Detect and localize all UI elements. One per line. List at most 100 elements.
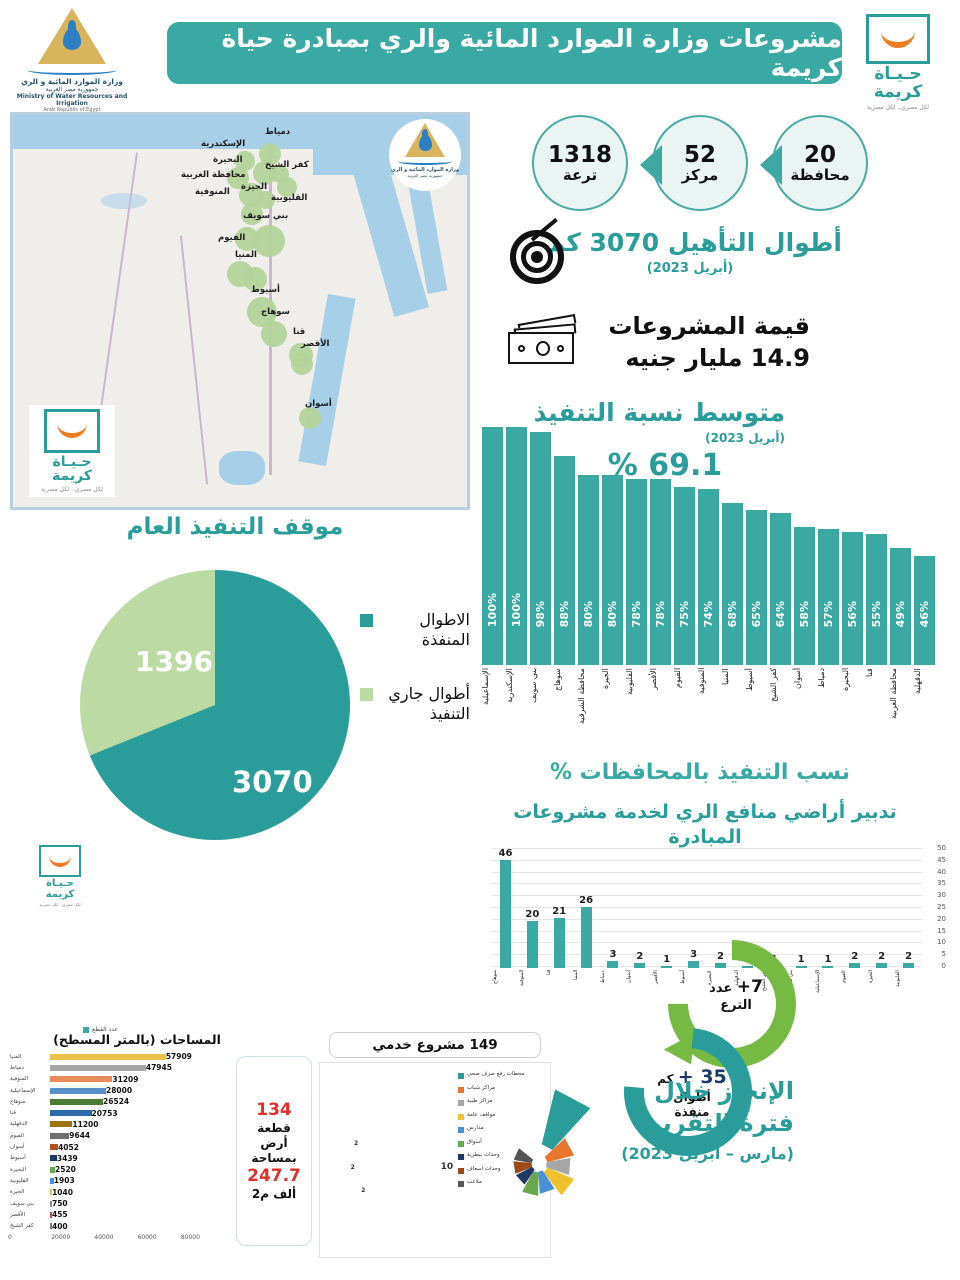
service-projects-legend: محطات رفع صرف صحي مراكز شباب مراكز طبية موا… bbox=[458, 1071, 546, 1193]
bar-category-label: البحيرة bbox=[841, 668, 850, 692]
radial-value-label: 10 bbox=[440, 1161, 454, 1172]
bar: 65% bbox=[746, 510, 767, 665]
bar-category-label: الجيزة bbox=[10, 1189, 25, 1196]
hayah-smile-icon bbox=[44, 408, 100, 453]
radial-value-label: 9 bbox=[381, 1203, 388, 1214]
bar-column: 46% bbox=[914, 425, 935, 665]
map-hayah-karima-logo: حـيـاة كريمة لكل مصري.. لكل مصرية bbox=[29, 404, 115, 497]
bar-column: 3 bbox=[600, 848, 627, 968]
kpi-label: محافظة bbox=[790, 165, 850, 184]
gridline bbox=[492, 871, 922, 873]
bar-category-label: دمياط bbox=[817, 668, 826, 689]
bar-category-label: الدقهلية bbox=[10, 1121, 28, 1128]
bar-column: 26 bbox=[573, 848, 600, 968]
bar-column: 1 bbox=[761, 848, 788, 968]
bar bbox=[50, 1189, 53, 1196]
water-drop-icon bbox=[63, 20, 81, 50]
radial-value-label: 2 bbox=[350, 1164, 355, 1172]
bar-value-label: 1 bbox=[770, 953, 778, 965]
bar: 68% bbox=[722, 503, 743, 665]
bar bbox=[580, 906, 592, 968]
length-achievement-l2: منفذة bbox=[674, 1105, 710, 1120]
kpi-canals: 1318 ترعة bbox=[532, 115, 628, 211]
map-governorate-label: الفيوم bbox=[218, 233, 246, 243]
bar-track: 4052 bbox=[50, 1141, 266, 1152]
bar-category-label: أسيوط bbox=[10, 1155, 26, 1162]
bar-category-label: القليوبية bbox=[625, 668, 634, 695]
legend-label: وحدات اسعاف bbox=[467, 1165, 501, 1172]
bar-column: 21 bbox=[546, 848, 573, 968]
bar-value-label: 57% bbox=[822, 600, 835, 627]
bar-track: 11200 bbox=[50, 1119, 266, 1130]
chevron-arrow-icon bbox=[640, 145, 662, 185]
legend-swatch-icon bbox=[83, 1026, 90, 1033]
bar-column: 1 bbox=[815, 848, 842, 968]
bar bbox=[50, 1121, 73, 1128]
plots-label-1: قطعة bbox=[257, 1121, 291, 1135]
bar bbox=[50, 1076, 113, 1083]
map-governorate-label: محافظة الغربية bbox=[181, 170, 246, 180]
bar-row: دمياط 47945 bbox=[8, 1062, 266, 1073]
cost-line-2: 14.9 مليار جنيه bbox=[625, 344, 810, 373]
pyramid-icon bbox=[405, 123, 445, 157]
bar-column: 1 bbox=[653, 848, 680, 968]
bar bbox=[903, 963, 915, 968]
bar-row: الجيزة 1040 bbox=[8, 1187, 266, 1198]
legend-swatch-icon bbox=[458, 1113, 464, 1120]
kpi-label: مركز bbox=[681, 165, 719, 184]
gridline bbox=[492, 883, 922, 885]
map-governorate-label: بني سويف bbox=[243, 211, 289, 221]
bar-column: 58% bbox=[794, 425, 815, 665]
gridline bbox=[492, 966, 922, 967]
legend-label: الاطوال المنفذة bbox=[419, 610, 470, 649]
bar-column: 2 bbox=[841, 848, 868, 968]
bar-category-label: أسوان bbox=[10, 1144, 25, 1151]
bar-column: 2 bbox=[895, 848, 922, 968]
bar-column: 75% bbox=[674, 425, 695, 665]
map-governorate-label: أسوان bbox=[305, 399, 332, 409]
areas-chart-legend: عدد القطع bbox=[83, 1026, 118, 1033]
bar: 56% bbox=[842, 531, 863, 665]
bar-category-label: محافظة الشرقية bbox=[577, 668, 586, 724]
bar-value-label: 1903 bbox=[53, 1176, 75, 1186]
legend-item: وحدات اسعاف bbox=[458, 1166, 546, 1174]
bar-row: سوهاج 26524 bbox=[8, 1096, 266, 1107]
radial-value-label: 52 bbox=[427, 1092, 441, 1103]
bar-value-label: 47945 bbox=[145, 1063, 172, 1073]
bar: 100% bbox=[482, 427, 503, 665]
bar-category-label: المنوفية bbox=[697, 668, 706, 695]
achievement-period: (مارس – أبريل 2023) bbox=[621, 1143, 794, 1163]
bar-category-label: الإسكندرية bbox=[505, 668, 514, 703]
bar-value-label: 2 bbox=[716, 951, 724, 963]
bar-track: 28000 bbox=[50, 1085, 266, 1096]
legend-label: مواقف عامة bbox=[467, 1111, 496, 1118]
map-ministry-logo: وزارة الموارد المائية و الري جمهورية مصر… bbox=[389, 119, 461, 191]
bar-row: كفر الشيخ 400 bbox=[8, 1220, 266, 1231]
bar bbox=[688, 960, 700, 968]
x-axis-tick: 80000 bbox=[180, 1233, 200, 1241]
pie-value-executed: 3070 bbox=[232, 765, 313, 799]
ministry-country-ar: جمهورية مصر العربية bbox=[407, 173, 443, 178]
bar bbox=[499, 860, 511, 968]
bar bbox=[50, 1110, 92, 1117]
bar-value-label: 46 bbox=[498, 848, 513, 859]
canals-achievement-label: 7+ عدد الترع bbox=[690, 977, 782, 1015]
land-chart-y-axis: 50 45 40 35 30 25 20 15 10 5 0 bbox=[924, 844, 946, 970]
legend-swatch-icon bbox=[458, 1127, 464, 1133]
bar bbox=[553, 918, 565, 968]
bar-value-label: 26524 bbox=[103, 1097, 130, 1107]
bar-category-label: الجيزة bbox=[601, 668, 610, 689]
gridline bbox=[492, 954, 922, 956]
land-chart-title: تدبير أراضي منافع الري لخدمة مشروعات الم… bbox=[513, 801, 897, 848]
bar-value-label: 80% bbox=[582, 600, 595, 627]
legend-swatch-icon bbox=[360, 688, 373, 701]
bar bbox=[50, 1064, 146, 1071]
x-axis-tick: 60000 bbox=[137, 1233, 157, 1241]
bar-category-label: قنا bbox=[865, 668, 874, 677]
bar: 46% bbox=[914, 555, 935, 665]
y-axis-tick: 20 bbox=[937, 914, 946, 923]
bar-column: 100% bbox=[482, 425, 503, 665]
bar-value-label: 65% bbox=[750, 600, 763, 627]
legend-swatch-icon bbox=[458, 1073, 464, 1079]
hayah-logo-line2: كريمة bbox=[52, 468, 92, 485]
